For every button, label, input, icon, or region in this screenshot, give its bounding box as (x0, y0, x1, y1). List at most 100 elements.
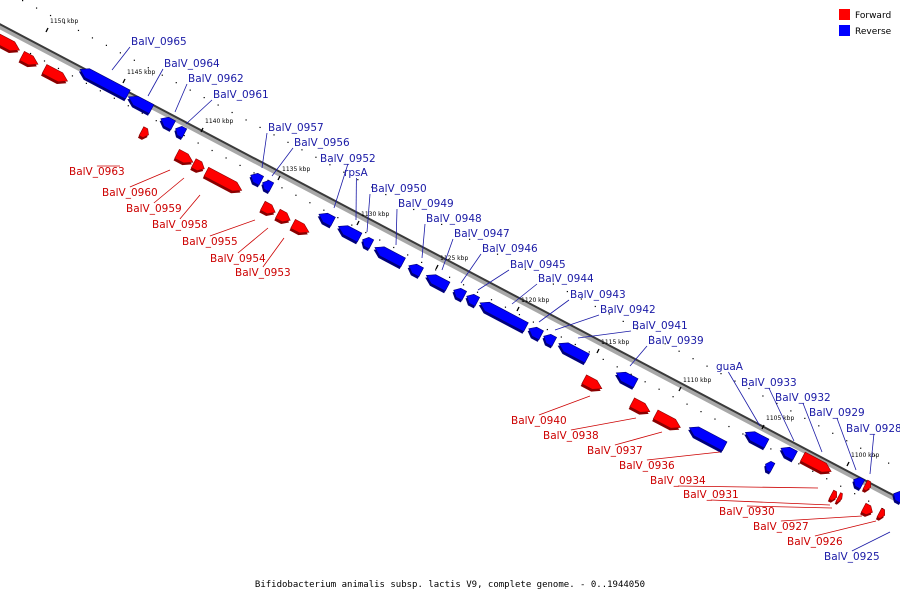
gene-feature[interactable] (652, 409, 683, 434)
gene-label[interactable]: BalV_0945 (510, 259, 566, 271)
gene-feature[interactable] (202, 166, 244, 197)
gene-label[interactable]: BalV_0950 (371, 183, 427, 195)
gene-feature[interactable] (742, 428, 770, 451)
gene-label[interactable]: BalV_0955 (182, 236, 238, 248)
gene-label[interactable]: BalV_0962 (188, 73, 244, 85)
gene-label[interactable]: BalV_0940 (511, 415, 567, 427)
tick-label: 1140 kbp (205, 118, 233, 125)
gene-label[interactable]: BalV_0932 (775, 392, 831, 404)
tick-label: 1135 kbp (282, 166, 310, 173)
gene-feature[interactable] (525, 324, 544, 342)
gene-label-pointer (153, 177, 185, 204)
gene-label[interactable]: BalV_0941 (632, 320, 688, 332)
gene-label-pointer (570, 417, 637, 431)
gene-feature[interactable] (41, 64, 70, 88)
gene-feature[interactable] (827, 489, 839, 504)
gene-feature[interactable] (77, 65, 131, 102)
gene-feature[interactable] (125, 93, 155, 116)
gene-feature[interactable] (247, 171, 265, 188)
gene-feature[interactable] (834, 492, 844, 506)
gene-label[interactable]: BalV_0952 (320, 153, 376, 165)
minor-tick (602, 358, 604, 360)
gene-label[interactable]: BalV_0939 (648, 335, 704, 347)
gene-label[interactable]: BalV_0956 (294, 137, 350, 149)
gene-feature[interactable] (259, 178, 275, 194)
minor-tick (85, 82, 88, 84)
gene-arrow (138, 126, 149, 138)
minor-tick (630, 373, 632, 375)
minor-tick (435, 269, 437, 271)
gene-feature[interactable] (463, 292, 481, 309)
gene-feature[interactable] (555, 339, 590, 366)
gene-label[interactable]: BalV_0927 (753, 521, 809, 533)
gene-feature[interactable] (137, 126, 151, 142)
gene-label[interactable]: BalV_0933 (741, 377, 797, 389)
gene-label[interactable]: BalV_0960 (102, 187, 158, 199)
gene-label[interactable]: rpsA (344, 167, 368, 179)
gene-feature[interactable] (890, 489, 900, 505)
gene-label[interactable]: BalV_0928 (846, 423, 900, 435)
gene-feature[interactable] (613, 368, 639, 390)
gene-feature[interactable] (18, 50, 41, 70)
gene-label[interactable]: guaA (716, 361, 744, 373)
gene-label[interactable]: BalV_0925 (824, 551, 880, 563)
gene-feature[interactable] (762, 460, 776, 475)
gene-label-pointer (511, 283, 538, 305)
gene-label[interactable]: BalV_0947 (454, 228, 510, 240)
gene-feature[interactable] (0, 33, 22, 57)
gene-feature[interactable] (875, 507, 887, 522)
gene-feature[interactable] (405, 261, 424, 279)
gene-label[interactable]: BalV_0934 (650, 475, 706, 487)
gene-feature[interactable] (860, 502, 875, 519)
gene-label[interactable]: BalV_0931 (683, 489, 739, 501)
gene-feature[interactable] (315, 210, 336, 229)
gene-label[interactable]: BalV_0936 (619, 460, 675, 472)
gene-feature[interactable] (450, 286, 468, 303)
gene-label[interactable]: BalV_0937 (587, 445, 643, 457)
gene-label[interactable]: BalV_0959 (126, 203, 182, 215)
gene-label[interactable]: BalV_0926 (787, 536, 843, 548)
gene-feature[interactable] (274, 208, 292, 227)
gene-feature[interactable] (359, 235, 375, 251)
gene-feature[interactable] (335, 222, 363, 245)
gene-feature[interactable] (423, 271, 451, 294)
gene-feature[interactable] (540, 332, 558, 349)
gene-label[interactable]: BalV_0929 (809, 407, 865, 419)
gene-feature[interactable] (628, 397, 653, 418)
gene-label[interactable]: BalV_0942 (600, 304, 656, 316)
gene-label[interactable]: BalV_0963 (69, 166, 125, 178)
gene-feature[interactable] (190, 158, 206, 176)
gene-feature[interactable] (371, 243, 406, 270)
gene-label[interactable]: BalV_0961 (213, 89, 269, 101)
gene-feature[interactable] (799, 451, 833, 478)
gene-feature[interactable] (172, 124, 188, 140)
gene-label[interactable]: BalV_0948 (426, 213, 482, 225)
gene-label[interactable]: BalV_0965 (131, 36, 187, 48)
gene-feature[interactable] (173, 148, 196, 168)
gene-label[interactable]: BalV_0958 (152, 219, 208, 231)
gene-label[interactable]: BalV_0949 (398, 198, 454, 210)
gene-label[interactable]: BalV_0943 (570, 289, 626, 301)
gene-label-pointer (629, 345, 648, 367)
gene-label[interactable]: BalV_0946 (482, 243, 538, 255)
gene-label[interactable]: BalV_0953 (235, 267, 291, 279)
gene-feature[interactable] (259, 200, 277, 219)
gene-label[interactable]: BalV_0954 (210, 253, 266, 265)
gene-feature[interactable] (289, 218, 312, 238)
gene-label[interactable]: BalV_0964 (164, 58, 220, 70)
gene-label[interactable]: BalV_0930 (719, 506, 775, 518)
gene-feature[interactable] (157, 114, 176, 132)
minor-tick (197, 142, 199, 144)
gene-feature[interactable] (686, 423, 728, 453)
gene-feature[interactable] (580, 374, 605, 395)
minor-tick (49, 14, 52, 17)
gene-label[interactable]: BalV_0938 (543, 430, 599, 442)
gene-label[interactable]: BalV_0944 (538, 273, 594, 285)
gene-feature[interactable] (477, 298, 529, 334)
gene-label-pointer (746, 505, 833, 509)
minor-tick (538, 276, 541, 278)
gene-label[interactable]: BalV_0957 (268, 122, 324, 134)
gene-feature[interactable] (850, 475, 866, 491)
gene-feature[interactable] (777, 444, 798, 463)
gene-feature[interactable] (861, 479, 873, 494)
